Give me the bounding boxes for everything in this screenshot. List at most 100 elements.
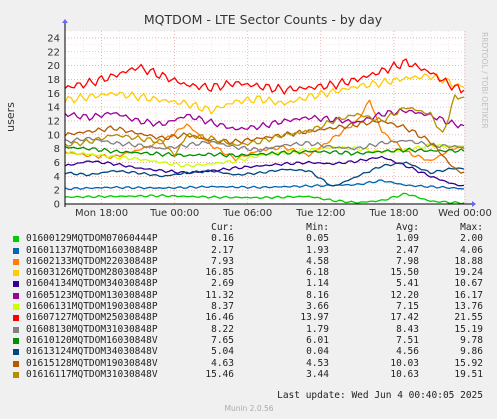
legend-avg-value: 7.51 xyxy=(396,334,419,346)
col-avg-header: Avg: xyxy=(396,222,419,233)
legend-cur-value: 16.85 xyxy=(205,267,234,279)
legend-min-value: 13.97 xyxy=(300,312,329,324)
legend-avg-value: 7.98 xyxy=(396,255,419,267)
x-tick-label: Tue 06:00 xyxy=(222,208,272,219)
legend-cur-value: 5.04 xyxy=(211,346,234,358)
y-tick-label: 4 xyxy=(54,172,60,183)
y-tick-label: 14 xyxy=(47,103,60,114)
legend-table: Cur: Min: Avg: Max: 01600129MQTDOM070604… xyxy=(0,222,497,380)
legend-max-value: 19.51 xyxy=(454,368,483,380)
legend-series-name: 01615128MQTDOM19030848V xyxy=(26,357,158,369)
y-tick-label: 24 xyxy=(47,33,60,44)
legend-series-name: 01608130MQTDOM31030848P xyxy=(26,323,158,335)
legend-swatch xyxy=(13,371,19,378)
legend-cur-value: 4.63 xyxy=(211,357,234,369)
legend-series-name: 01602133MQTDOM22030848P xyxy=(26,255,158,267)
legend-cur-value: 8.22 xyxy=(211,323,234,335)
legend-min-value: 4.58 xyxy=(306,255,329,267)
legend-min-value: 1.79 xyxy=(306,323,329,335)
legend-swatch xyxy=(13,270,19,277)
series-line xyxy=(64,161,465,187)
y-axis-label: users xyxy=(4,102,17,132)
legend-swatch xyxy=(13,360,19,367)
y-tick-label: 20 xyxy=(47,61,60,72)
last-update: Last update: Wed Jun 4 00:40:05 2025 xyxy=(277,390,483,401)
series-line xyxy=(64,136,465,153)
legend-row: 01613124MQTDOM34030848V 5.04 0.04 4.56 9.86 xyxy=(0,346,497,357)
legend-min-value: 3.44 xyxy=(306,368,329,380)
x-tick-label: Wed 00:00 xyxy=(438,208,492,219)
x-tick-label: Tue 18:00 xyxy=(368,208,418,219)
legend-series-name: 01616117MQTDOM31030848V xyxy=(26,368,158,380)
legend-max-value: 18.88 xyxy=(454,255,483,267)
legend-row: 01607127MQTDOM25030848P 16.46 13.97 17.42 21… xyxy=(0,312,497,323)
legend-swatch xyxy=(13,258,19,265)
y-tick-label: 6 xyxy=(54,158,60,169)
legend-series-name: 01604134MQTDOM34030848P xyxy=(26,278,158,290)
x-tick-label: Tue 00:00 xyxy=(149,208,199,219)
chart-title: MQTDOM - LTE Sector Counts - by day xyxy=(144,12,383,27)
legend-swatch xyxy=(13,304,19,311)
legend-cur-value: 8.37 xyxy=(211,301,234,313)
legend-max-value: 9.86 xyxy=(460,346,483,358)
legend-cur-value: 0.16 xyxy=(211,233,234,245)
legend-avg-value: 10.03 xyxy=(390,357,419,369)
legend-series-name: 01601137MQTDOM16030848P xyxy=(26,244,158,256)
legend-row: 01600129MQTDOM07060444P 0.16 0.05 1.09 2.00 xyxy=(0,233,497,244)
legend-min-value: 4.53 xyxy=(306,357,329,369)
legend-cur-value: 7.65 xyxy=(211,334,234,346)
x-tick-label: Tue 12:00 xyxy=(295,208,345,219)
legend-avg-value: 15.50 xyxy=(390,267,419,279)
legend-avg-value: 10.63 xyxy=(390,368,419,380)
legend-max-value: 16.17 xyxy=(454,289,483,301)
legend-max-value: 13.76 xyxy=(454,301,483,313)
legend-swatch xyxy=(13,236,19,243)
legend-series-name: 01607127MQTDOM25030848P xyxy=(26,312,158,324)
legend-swatch xyxy=(13,292,19,299)
legend-series-name: 01603126MQTDOM28030848P xyxy=(26,267,158,279)
legend-cur-value: 16.46 xyxy=(205,312,234,324)
legend-avg-value: 17.42 xyxy=(390,312,419,324)
munin-version: Munin 2.0.56 xyxy=(224,404,273,413)
legend-min-value: 6.01 xyxy=(306,334,329,346)
rrdtool-credit: RRDTOOL / TOBI OETIKER xyxy=(480,32,489,129)
legend-cur-value: 11.32 xyxy=(205,289,234,301)
series-line xyxy=(64,145,465,158)
legend-avg-value: 12.20 xyxy=(390,289,419,301)
legend-min-value: 0.05 xyxy=(306,233,329,245)
legend-avg-value: 5.41 xyxy=(396,278,419,290)
legend-avg-value: 4.56 xyxy=(396,346,419,358)
y-tick-label: 16 xyxy=(47,89,60,100)
col-cur-header: Cur: xyxy=(211,222,234,233)
legend-header: Cur: Min: Avg: Max: xyxy=(0,222,497,233)
legend-max-value: 21.55 xyxy=(454,312,483,324)
legend-cur-value: 7.93 xyxy=(211,255,234,267)
y-tick-label: 2 xyxy=(54,186,60,197)
series-line xyxy=(64,58,465,95)
legend-max-value: 10.67 xyxy=(454,278,483,290)
x-tick-label: Mon 18:00 xyxy=(75,208,128,219)
legend-min-value: 8.16 xyxy=(306,289,329,301)
legend-max-value: 15.19 xyxy=(454,323,483,335)
legend-max-value: 2.00 xyxy=(460,233,483,245)
legend-min-value: 3.66 xyxy=(306,301,329,313)
y-tick-label: 18 xyxy=(47,75,60,86)
legend-row: 01610120MQTDOM16030848V 7.65 6.01 7.51 9.78 xyxy=(0,335,497,346)
legend-series-name: 01610120MQTDOM16030848V xyxy=(26,334,158,346)
y-tick-label: 12 xyxy=(47,116,60,127)
y-axis-arrow xyxy=(62,19,68,23)
legend-row: 01605123MQTDOM13030848P 11.32 8.16 12.20 16.… xyxy=(0,290,497,301)
legend-max-value: 19.24 xyxy=(454,267,483,279)
legend-swatch xyxy=(13,349,19,356)
legend-swatch xyxy=(13,247,19,254)
legend-max-value: 4.06 xyxy=(460,244,483,256)
y-tick-label: 8 xyxy=(54,144,60,155)
x-axis-arrow xyxy=(472,201,476,207)
legend-row: 01602133MQTDOM22030848P 7.93 4.58 7.98 18.88 xyxy=(0,256,497,267)
legend-cur-value: 15.46 xyxy=(205,368,234,380)
series-line xyxy=(64,72,465,115)
legend-row: 01606131MQTDOM19030848P 8.37 3.66 7.15 13.76 xyxy=(0,301,497,312)
legend-avg-value: 8.43 xyxy=(396,323,419,335)
